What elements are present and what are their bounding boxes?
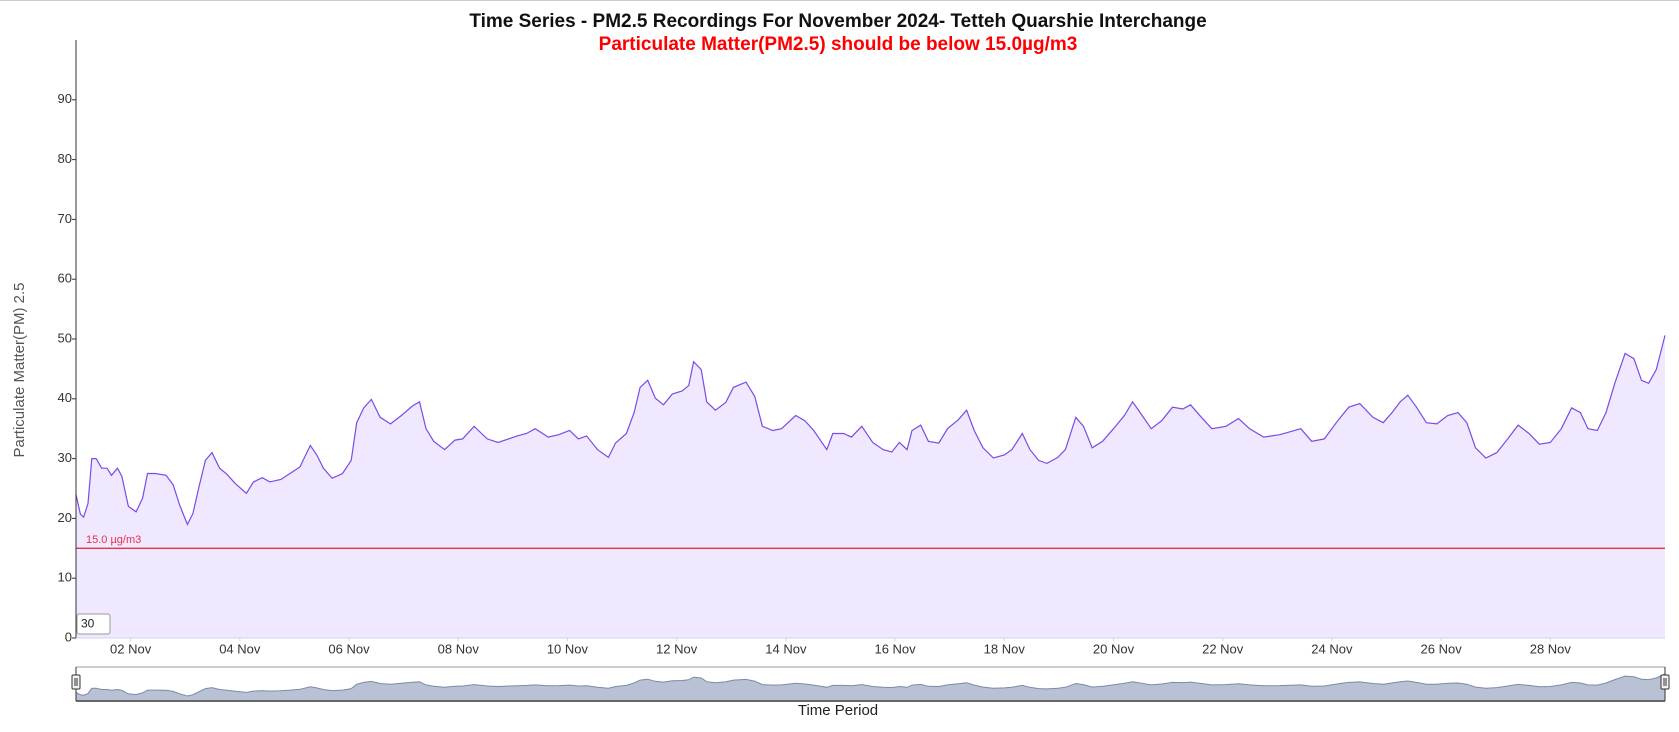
x-tick-label: 06 Nov — [328, 641, 370, 656]
zoom-input[interactable] — [76, 613, 111, 635]
x-tick-label: 26 Nov — [1421, 641, 1463, 656]
threshold-label: 15.0 µg/m3 — [86, 534, 141, 546]
chart-subtitle: Particulate Matter(PM2.5) should be belo… — [599, 34, 1078, 55]
navigator-area — [76, 674, 1665, 700]
navigator-handle[interactable] — [71, 674, 81, 690]
x-axis-label: Time Period — [798, 702, 878, 719]
y-tick-label: 70 — [58, 211, 72, 226]
navigator-line — [75, 673, 1666, 697]
x-tick-label: 08 Nov — [438, 641, 480, 656]
y-tick-label: 10 — [58, 570, 72, 585]
x-tick-label: 20 Nov — [1093, 641, 1135, 656]
chart-title: Time Series - PM2.5 Recordings For Novem… — [469, 11, 1206, 32]
x-tick-label: 22 Nov — [1202, 641, 1244, 656]
area-fill — [76, 335, 1665, 638]
x-tick-label: 10 Nov — [547, 641, 589, 656]
x-tick-label: 16 Nov — [874, 641, 916, 656]
x-tick-label: 18 Nov — [984, 641, 1026, 656]
x-tick-label: 14 Nov — [765, 641, 807, 656]
y-tick-label: 90 — [58, 91, 72, 106]
y-tick-label: 40 — [58, 390, 72, 405]
x-tick-label: 02 Nov — [110, 641, 152, 656]
navigator-handle[interactable] — [1660, 674, 1670, 690]
y-tick-label: 0 — [65, 629, 72, 644]
x-tick-label: 12 Nov — [656, 641, 698, 656]
y-tick-label: 30 — [58, 450, 72, 465]
data-line — [75, 335, 1666, 526]
x-tick-label: 04 Nov — [219, 641, 261, 656]
line-layer: 15.0 µg/m3 — [75, 335, 1666, 549]
navigator[interactable] — [71, 666, 1670, 702]
x-tick-label: 24 Nov — [1311, 641, 1353, 656]
area-layer — [76, 335, 1665, 638]
y-tick-label: 20 — [58, 510, 72, 525]
y-tick-label: 50 — [58, 330, 72, 345]
x-tick-label: 28 Nov — [1530, 641, 1572, 656]
y-tick-label: 60 — [58, 271, 72, 286]
y-tick-label: 80 — [58, 151, 72, 166]
zoom-box[interactable]: 30 — [76, 613, 111, 635]
y-axis-label: Particulate Matter(PM) 2.5 — [11, 282, 28, 457]
zoom-input-text: 30 — [81, 617, 95, 631]
